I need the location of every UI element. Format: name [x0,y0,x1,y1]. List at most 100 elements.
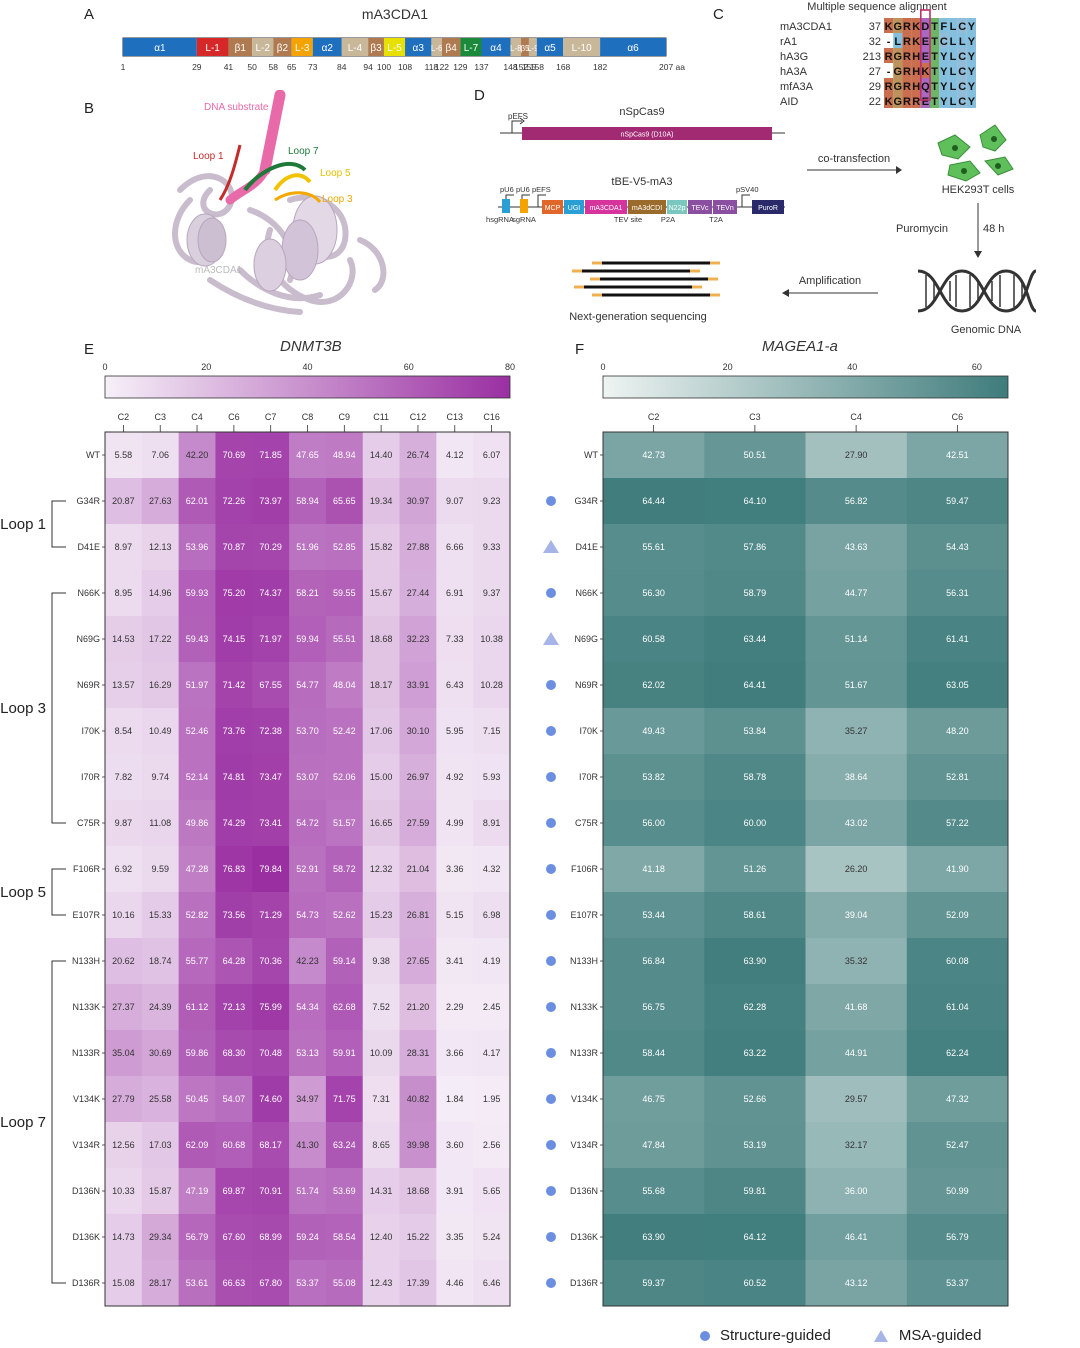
domain-tick-label: 158 [530,62,544,72]
heatmap-cell-value: 59.24 [296,1232,319,1242]
heatmap-cell [178,754,216,801]
msa-residue-cell [939,63,949,78]
heatmap-row-label: WT [584,450,598,460]
heatmap-cell [704,938,806,985]
heatmap-cell [105,1076,143,1123]
heatmap-cell-value: 18.17 [370,680,393,690]
msa-residue-cell [884,78,894,93]
heatmap-cell [178,1122,216,1169]
heatmap-row-label: F106R [571,864,599,874]
heatmap-cell [215,846,253,893]
heatmap-cell [473,524,511,571]
heatmap-cell-value: 46.41 [845,1232,868,1242]
structure-guided-marker [546,956,556,966]
domain-segment [521,38,529,56]
heatmap-cell-value: 34.97 [296,1094,319,1104]
heatmap-cell-value: 8.97 [115,542,133,552]
heatmap-cell [289,984,327,1031]
heatmap-cell-value: 27.63 [149,496,172,506]
heatmap-cell-value: 30.69 [149,1048,172,1058]
heatmap-cell-value: 51.14 [845,634,868,644]
heatmap-cell-value: 62.28 [744,1002,767,1012]
msa-species-name: AID [780,96,798,108]
heatmap-cell-value: 54.77 [296,680,319,690]
heatmap-dnmt3b: 0 20 40 60 80 C2 C3 C4 C6 C7 C8 C9 C11 C12 C13 C16 5.58 7… [0,362,515,1307]
domain-tick-label: 84 [337,62,347,72]
heatmap-cell [805,524,908,571]
structure-guided-marker [546,588,556,598]
heatmap-cell [805,1122,908,1169]
heatmap-row-label: N133K [72,1002,100,1012]
domain-tick-label: 168 [556,62,570,72]
heatmap-cell [325,984,364,1031]
msa-residue: H [912,81,920,93]
heatmap-cell-value: 32.23 [407,634,430,644]
heatmap-cell [215,1122,253,1169]
heatmap-cell [178,570,216,617]
heatmap-cell [325,754,364,801]
panel-letter-e: E [84,341,95,358]
heatmap-cell-value: 52.66 [744,1094,767,1104]
heatmap-cell [105,1122,143,1169]
heatmap-cell [362,754,401,801]
heatmap-cell-value: 17.03 [149,1140,172,1150]
cotransfection-label: co-transfection [818,153,890,165]
heatmap-cell-value: 14.73 [112,1232,135,1242]
heatmap-cell [252,662,290,709]
heatmap-magea1: 0 20 40 60 C2 C3 C4 C6 42.73 50.51 27.90 42.51 WT 64.… [543,362,1009,1307]
heatmap-cell [436,662,474,709]
heatmap-cell [105,938,143,985]
heatmap-cell [105,984,143,1031]
heatmap-cell-value: 8.95 [115,588,133,598]
heatmap-cell [399,938,437,985]
heatmap-cell-value: 52.91 [296,864,319,874]
color-scale-tick: 40 [302,362,312,372]
heatmap-cell-value: 43.12 [845,1278,868,1288]
heatmap-cell [178,524,216,571]
heatmap-cell [362,708,401,755]
heatmap-cell [906,1168,1009,1215]
heatmap-cell [252,708,290,755]
heatmap-cell-value: 58.54 [333,1232,356,1242]
heatmap-cell [105,800,143,847]
construct-box [713,200,737,214]
heatmap-cell [603,524,705,571]
heatmap-cell [704,478,806,525]
msa-residue: K [912,21,920,33]
construct-box-label: mA3CDA1 [589,205,622,212]
heatmap-cell-value: 5.95 [446,726,464,736]
heatmap-cell [805,892,908,939]
heatmap-cell-value: 32.17 [845,1140,868,1150]
heatmap-cell-value: 53.61 [186,1278,209,1288]
domain-tick-label: 152 [514,62,528,72]
msa-residue: G [894,51,903,63]
msa-residue: Y [940,81,948,93]
heatmap-cell [325,938,364,985]
heatmap-cell [603,1076,705,1123]
heatmap-frame [104,431,511,1307]
heatmap-cell [473,662,511,709]
heatmap-cell [906,754,1009,801]
construct-box [564,200,584,214]
heatmap-cell [325,800,364,847]
msa-residue: Y [940,66,948,78]
heatmap-cell-value: 64.10 [744,496,767,506]
heatmap-cell [603,1122,705,1169]
heatmap-cell [325,432,364,479]
domain-segment [341,38,369,56]
heatmap-cell-value: 3.36 [446,864,464,874]
heatmap-cell-value: 74.29 [223,818,246,828]
heatmap-cell-value: 7.06 [151,450,169,460]
domain-segment-label: L-1 [205,43,220,54]
msa-residue: Q [921,81,930,93]
domain-segment-label: β4 [446,43,458,54]
msa-residue: Y [968,36,976,48]
heatmap-cell-value: 56.82 [845,496,868,506]
heatmap-cell-value: 27.37 [112,1002,135,1012]
heatmap-cell-value: 53.82 [642,772,665,782]
heatmap-cell-value: 18.74 [149,956,172,966]
heatmap-row-label: E107R [72,910,100,920]
heatmap-cell [436,938,474,985]
heatmap-cell-value: 67.55 [259,680,282,690]
